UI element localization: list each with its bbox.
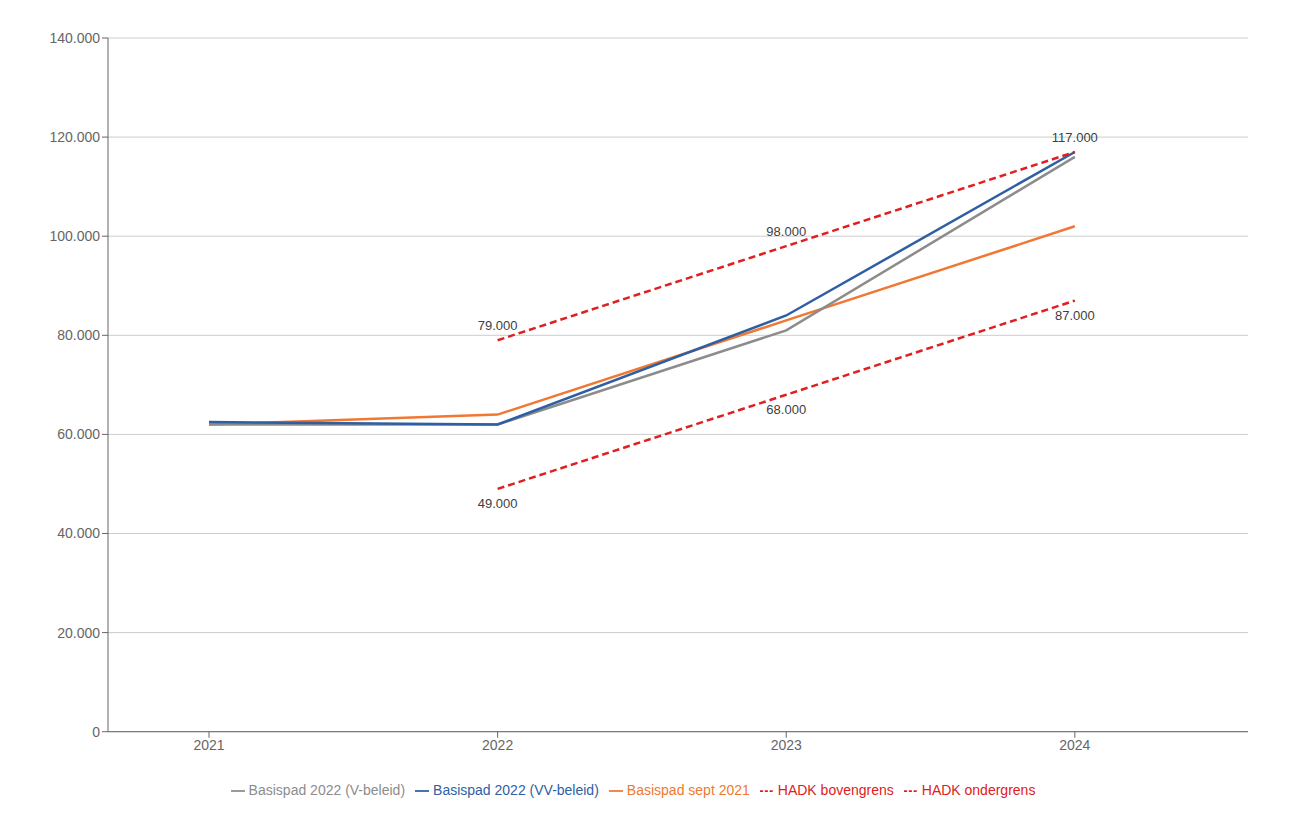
svg-text:2023: 2023 bbox=[771, 737, 802, 753]
svg-text:120.000: 120.000 bbox=[49, 129, 100, 145]
svg-text:40.000: 40.000 bbox=[57, 525, 100, 541]
html-text:HADK bovengrens: HADK bovengrens bbox=[777, 781, 894, 798]
svg-text:2024: 2024 bbox=[1059, 737, 1090, 753]
html-text:Basispad 2022 (VV-beleid): Basispad 2022 (VV-beleid) bbox=[433, 781, 599, 798]
svg-text:98.000: 98.000 bbox=[766, 224, 806, 239]
html-text:Basispad 2022 (V-beleid): Basispad 2022 (V-beleid) bbox=[248, 781, 405, 798]
svg-text:117.000: 117.000 bbox=[1052, 130, 1098, 145]
svg-text:0: 0 bbox=[92, 724, 100, 740]
svg-text:79.000: 79.000 bbox=[478, 318, 518, 333]
svg-text:68.000: 68.000 bbox=[766, 402, 806, 417]
svg-text:87.000: 87.000 bbox=[1055, 308, 1095, 323]
svg-text:80.000: 80.000 bbox=[57, 327, 100, 343]
html-text:Basispad sept 2021: Basispad sept 2021 bbox=[626, 781, 750, 798]
svg-text:60.000: 60.000 bbox=[57, 426, 100, 442]
svg-text:20.000: 20.000 bbox=[57, 625, 100, 641]
svg-text:2021: 2021 bbox=[193, 737, 224, 753]
html-text:HADK ondergrens: HADK ondergrens bbox=[921, 781, 1036, 798]
svg-text:100.000: 100.000 bbox=[49, 228, 100, 244]
svg-text:49.000: 49.000 bbox=[478, 496, 518, 511]
svg-text:2022: 2022 bbox=[482, 737, 513, 753]
svg-text:140.000: 140.000 bbox=[49, 30, 100, 46]
